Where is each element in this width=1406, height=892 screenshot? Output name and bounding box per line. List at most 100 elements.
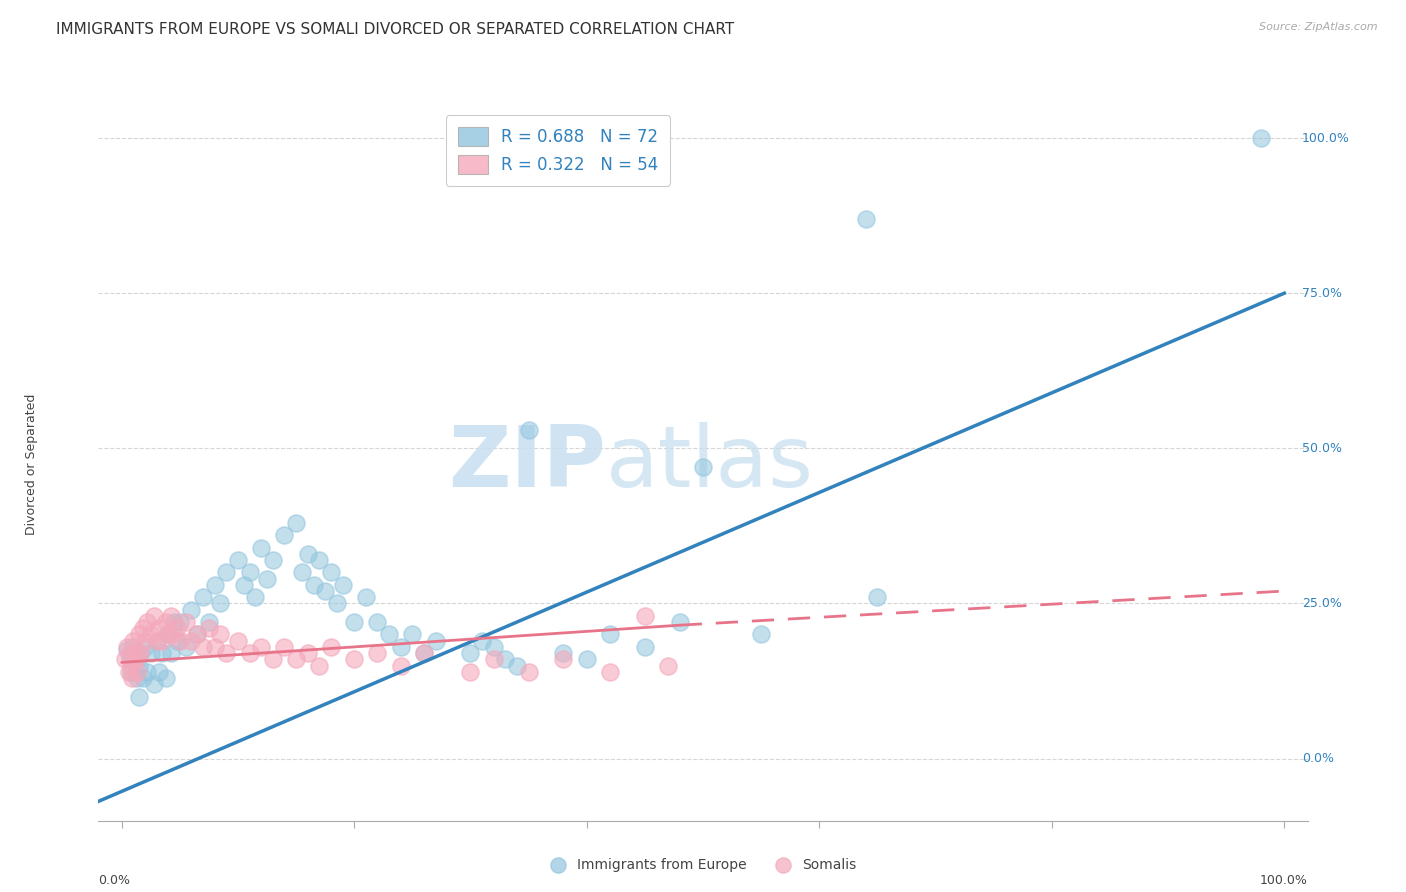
Point — [169, 633, 191, 648]
Point — [239, 566, 262, 580]
Point — [159, 608, 181, 623]
Point — [131, 621, 153, 635]
Point — [139, 627, 162, 641]
Point — [308, 553, 330, 567]
Point — [157, 627, 180, 641]
Point — [155, 615, 177, 629]
Point — [285, 516, 308, 530]
Point — [118, 665, 141, 679]
Point — [180, 633, 202, 648]
Point — [285, 652, 308, 666]
Point — [191, 640, 214, 654]
Point — [1250, 131, 1272, 145]
Point — [166, 633, 188, 648]
Point — [354, 591, 377, 605]
Point — [169, 615, 191, 629]
Text: Source: ZipAtlas.com: Source: ZipAtlas.com — [1260, 22, 1378, 32]
Text: atlas: atlas — [606, 422, 814, 506]
Point — [118, 646, 141, 660]
Text: IMMIGRANTS FROM EUROPE VS SOMALI DIVORCED OR SEPARATED CORRELATION CHART: IMMIGRANTS FROM EUROPE VS SOMALI DIVORCE… — [56, 22, 734, 37]
Point — [302, 578, 325, 592]
Point — [148, 665, 170, 679]
Point — [291, 566, 314, 580]
Point — [634, 640, 657, 654]
Point — [460, 665, 482, 679]
Point — [166, 621, 188, 635]
Point — [553, 646, 575, 660]
Point — [128, 690, 150, 704]
Point — [118, 652, 141, 666]
Point — [245, 591, 267, 605]
Point — [124, 652, 146, 666]
Point — [117, 643, 139, 657]
Point — [401, 627, 423, 641]
Point — [749, 627, 772, 641]
Point — [471, 633, 494, 648]
Point — [117, 640, 139, 654]
Point — [668, 615, 690, 629]
Point — [319, 566, 342, 580]
Point — [389, 640, 412, 654]
Point — [120, 665, 142, 679]
Point — [186, 627, 208, 641]
Point — [389, 658, 412, 673]
Point — [150, 633, 173, 648]
Point — [232, 578, 254, 592]
Point — [366, 646, 388, 660]
Point — [262, 652, 284, 666]
Point — [256, 572, 278, 586]
Point — [250, 640, 273, 654]
Text: 100.0%: 100.0% — [1260, 874, 1308, 888]
Point — [209, 597, 232, 611]
Point — [163, 627, 186, 641]
Point — [599, 627, 621, 641]
Text: ZIP: ZIP — [449, 422, 606, 506]
Point — [180, 602, 202, 616]
Point — [460, 646, 482, 660]
Text: 25.0%: 25.0% — [1302, 597, 1341, 610]
Point — [413, 646, 436, 660]
Point — [145, 633, 167, 648]
Point — [866, 591, 889, 605]
Point — [215, 566, 238, 580]
Text: 50.0%: 50.0% — [1302, 442, 1341, 455]
Point — [250, 541, 273, 555]
Point — [425, 633, 447, 648]
Point — [129, 646, 152, 660]
Point — [155, 671, 177, 685]
Point — [413, 646, 436, 660]
Point — [157, 627, 180, 641]
Point — [129, 646, 152, 660]
Point — [343, 615, 366, 629]
Point — [215, 646, 238, 660]
Point — [148, 621, 170, 635]
Point — [517, 423, 540, 437]
Point — [139, 646, 162, 660]
Point — [482, 652, 505, 666]
Point — [366, 615, 388, 629]
Point — [553, 652, 575, 666]
Point — [128, 627, 150, 641]
Point — [122, 633, 145, 648]
Point — [204, 640, 226, 654]
Text: 0.0%: 0.0% — [98, 874, 131, 888]
Point — [163, 615, 186, 629]
Point — [134, 640, 156, 654]
Point — [855, 211, 877, 226]
Point — [332, 578, 354, 592]
Point — [494, 652, 516, 666]
Point — [128, 658, 150, 673]
Point — [482, 640, 505, 654]
Point — [120, 658, 142, 673]
Point — [262, 553, 284, 567]
Text: 0.0%: 0.0% — [1302, 752, 1334, 765]
Point — [343, 652, 366, 666]
Point — [517, 665, 540, 679]
Point — [297, 547, 319, 561]
Point — [506, 658, 529, 673]
Point — [209, 627, 232, 641]
Point — [191, 591, 214, 605]
Point — [150, 646, 173, 660]
Point — [131, 671, 153, 685]
Point — [134, 633, 156, 648]
